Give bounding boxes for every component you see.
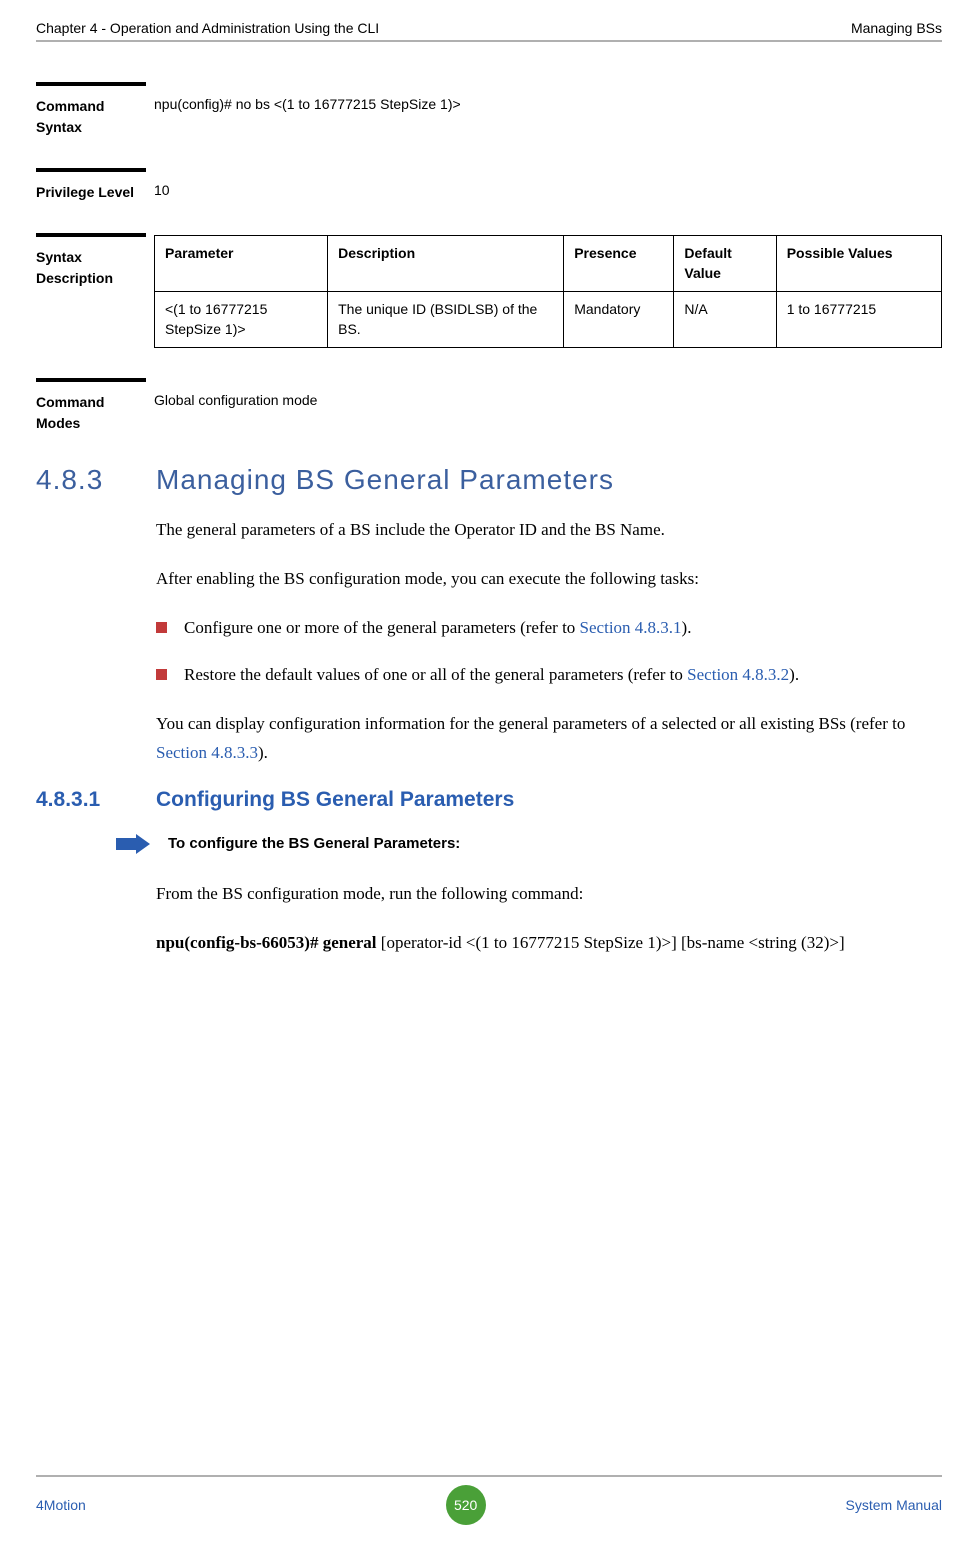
page-header: Chapter 4 - Operation and Administration… xyxy=(36,20,942,36)
subsection-title: Configuring BS General Parameters xyxy=(156,788,514,812)
section-paragraph-2: After enabling the BS configuration mode… xyxy=(156,565,942,594)
footer-right: System Manual xyxy=(846,1497,942,1513)
th-presence: Presence xyxy=(564,236,674,292)
header-left: Chapter 4 - Operation and Administration… xyxy=(36,20,379,36)
page-footer: 4Motion 520 System Manual xyxy=(36,1475,942,1525)
td-default: N/A xyxy=(674,292,776,348)
subsection-paragraph-1: From the BS configuration mode, run the … xyxy=(156,880,942,909)
section-number: 4.8.3 xyxy=(36,464,156,496)
section-link[interactable]: Section 4.8.3.3 xyxy=(156,743,258,762)
privilege-level-label: Privilege Level xyxy=(36,168,146,203)
section-paragraph-3: You can display configuration informatio… xyxy=(156,710,942,768)
section-title: Managing BS General Parameters xyxy=(156,464,614,496)
command-line: npu(config-bs-66053)# general [operator-… xyxy=(156,929,942,958)
command-syntax-block: Command Syntax npu(config)# no bs <(1 to… xyxy=(36,82,942,138)
procedure-heading: To configure the BS General Parameters: xyxy=(116,834,942,854)
subsection-number: 4.8.3.1 xyxy=(36,788,156,812)
command-modes-block: Command Modes Global configuration mode xyxy=(36,378,942,434)
bullet-list: Configure one or more of the general par… xyxy=(156,614,942,690)
th-default: Default Value xyxy=(674,236,776,292)
bullet-text: Restore the default values of one or all… xyxy=(184,665,687,684)
parameter-table: Parameter Description Presence Default V… xyxy=(154,235,942,348)
section-paragraph-1: The general parameters of a BS include t… xyxy=(156,516,942,545)
table-row: <(1 to 16777215 StepSize 1)> The unique … xyxy=(155,292,942,348)
privilege-level-block: Privilege Level 10 xyxy=(36,168,942,203)
command-bold: npu(config-bs-66053)# general xyxy=(156,933,377,952)
td-description: The unique ID (BSIDLSB) of the BS. xyxy=(328,292,564,348)
subsection-heading: 4.8.3.1 Configuring BS General Parameter… xyxy=(36,788,942,812)
bullet-text: Configure one or more of the general par… xyxy=(184,618,580,637)
section-heading: 4.8.3 Managing BS General Parameters xyxy=(36,464,942,496)
td-parameter: <(1 to 16777215 StepSize 1)> xyxy=(155,292,328,348)
th-parameter: Parameter xyxy=(155,236,328,292)
command-syntax-value: npu(config)# no bs <(1 to 16777215 StepS… xyxy=(146,82,942,112)
td-possible: 1 to 16777215 xyxy=(776,292,941,348)
list-item: Configure one or more of the general par… xyxy=(156,614,942,643)
command-modes-value: Global configuration mode xyxy=(146,378,942,408)
bullet-text-post: ). xyxy=(682,618,692,637)
bullet-text-post: ). xyxy=(789,665,799,684)
footer-row: 4Motion 520 System Manual xyxy=(36,1485,942,1525)
td-presence: Mandatory xyxy=(564,292,674,348)
th-possible: Possible Values xyxy=(776,236,941,292)
command-rest: [operator-id <(1 to 16777215 StepSize 1)… xyxy=(377,933,845,952)
list-item: Restore the default values of one or all… xyxy=(156,661,942,690)
header-rule xyxy=(36,40,942,42)
table-header-row: Parameter Description Presence Default V… xyxy=(155,236,942,292)
procedure-title: To configure the BS General Parameters: xyxy=(168,835,460,852)
th-description: Description xyxy=(328,236,564,292)
privilege-level-value: 10 xyxy=(146,168,942,198)
arrow-icon xyxy=(116,834,150,854)
command-syntax-label: Command Syntax xyxy=(36,82,146,138)
page-number: 520 xyxy=(454,1497,477,1513)
paragraph-text-post: ). xyxy=(258,743,268,762)
header-right: Managing BSs xyxy=(851,20,942,36)
section-link[interactable]: Section 4.8.3.1 xyxy=(580,618,682,637)
section-link[interactable]: Section 4.8.3.2 xyxy=(687,665,789,684)
command-modes-label: Command Modes xyxy=(36,378,146,434)
syntax-description-label: Syntax Description xyxy=(36,233,146,289)
footer-rule xyxy=(36,1475,942,1477)
syntax-description-block: Syntax Description Parameter Description… xyxy=(36,233,942,348)
paragraph-text: You can display configuration informatio… xyxy=(156,714,905,733)
page-number-badge: 520 xyxy=(446,1485,486,1525)
footer-left: 4Motion xyxy=(36,1497,86,1513)
syntax-description-content: Parameter Description Presence Default V… xyxy=(146,233,942,348)
